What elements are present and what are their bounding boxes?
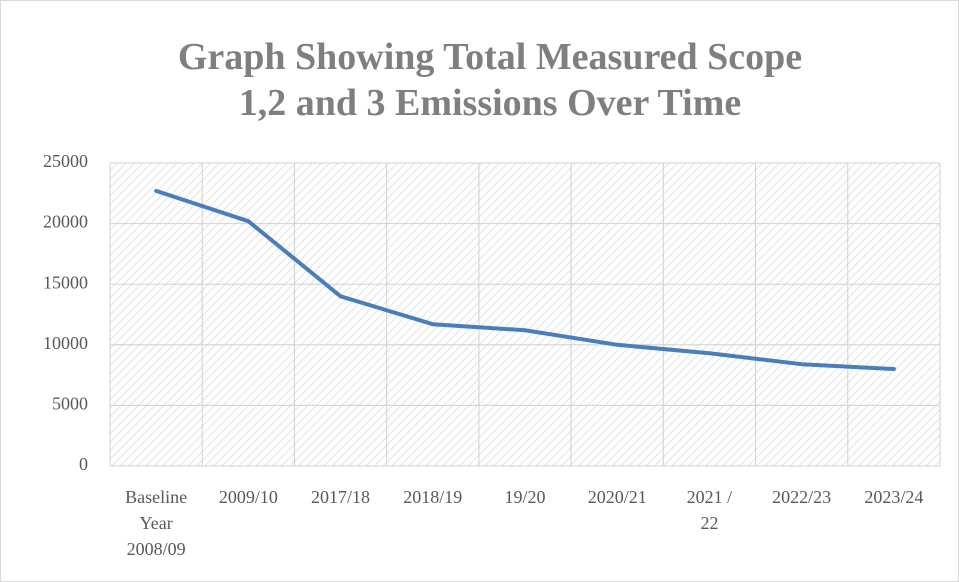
y-tick-label: 20000	[43, 212, 88, 232]
x-tick-label: 2021 /22	[687, 487, 733, 533]
y-tick-label: 25000	[43, 151, 88, 171]
x-tick-label: 2017/18	[311, 487, 370, 507]
chart-title: Graph Showing Total Measured Scope 1,2 an…	[178, 36, 802, 124]
y-tick-label: 5000	[52, 394, 88, 414]
x-tick-label: 2020/21	[588, 487, 647, 507]
y-tick-label: 15000	[43, 272, 88, 292]
y-tick-label: 0	[79, 454, 88, 474]
x-tick-label: 2018/19	[403, 487, 462, 507]
x-tick-label: 19/20	[504, 487, 545, 507]
line-series	[154, 188, 896, 372]
x-tick-label: 2022/23	[772, 487, 831, 507]
x-tick-label: 2009/10	[219, 487, 278, 507]
plot-area	[110, 163, 940, 466]
x-tick-label: 2023/24	[864, 487, 923, 507]
y-tick-label: 10000	[43, 333, 88, 353]
x-tick-label: Baseline Year 2008/09	[125, 487, 187, 559]
